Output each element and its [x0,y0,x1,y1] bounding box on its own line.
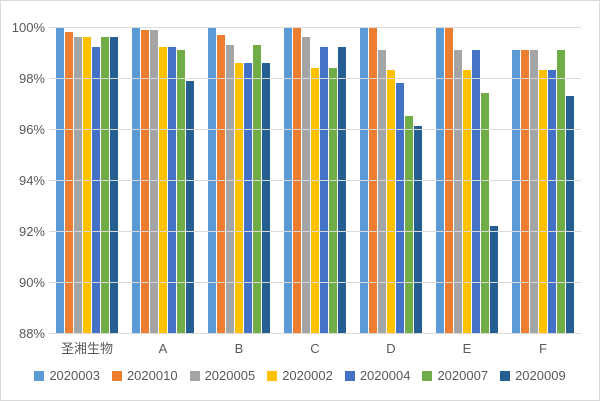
bar-2020007-B [253,44,261,333]
bar-2020007-F [557,49,565,333]
legend-label: 2020002 [282,368,333,383]
legend-item-2020005: 2020005 [189,368,256,383]
legend-marker-icon [111,371,122,381]
bar-group-F [505,27,581,333]
bar-2020002-圣湘生物 [83,37,91,333]
legend-label: 2020004 [359,368,411,383]
gridline [49,27,581,28]
bar-2020010-A [141,29,149,333]
bar-2020009-圣湘生物 [110,37,118,333]
legend-marker-icon [500,371,511,381]
bar-2020003-F [512,49,520,333]
legend-label: 2020010 [126,368,178,383]
y-tick-label: 92% [18,224,45,239]
legend-item-2020003: 2020003 [34,369,100,383]
y-tick-label: 90% [18,275,45,290]
legend-label: 2020007 [437,368,489,383]
legend-item-2020004: 2020004 [344,368,411,383]
x-tick-label-F: F [539,341,547,356]
gridline [49,282,581,283]
bar-2020010-圣湘生物 [65,32,73,333]
bar-2020009-B [262,62,270,333]
bar-2020010-F [521,49,529,333]
x-tick-label-E: E [462,341,472,356]
bar-2020009-A [186,80,194,333]
bar-2020004-A [168,47,176,333]
x-tick-label-圣湘生物: 圣湘生物 [60,341,113,356]
bar-2020002-D [387,70,395,333]
legend: 2020003 2020010 2020005 2020002 2020004 20200… [1,369,599,383]
y-tick-label: 96% [18,122,45,137]
y-tick-label: 98% [18,71,45,86]
x-tick-label-C: C [310,341,320,356]
bar-2020002-A [159,47,167,333]
bar-2020004-E [472,49,480,333]
legend-item-2020009: 2020009 [500,369,566,383]
bar-2020004-圣湘生物 [92,47,100,333]
legend-marker-icon [34,371,45,381]
bar-2020009-E [490,225,498,333]
bar-2020009-C [338,47,346,333]
gridline [49,78,581,79]
bar-2020005-F [530,49,538,333]
bar-2020005-C [302,37,310,333]
bar-2020004-F [548,70,556,333]
bar-2020007-E [481,93,489,333]
bar-2020005-A [150,29,158,333]
legend-marker-icon [344,371,355,381]
bar-2020005-D [378,49,386,333]
bar-2020009-F [566,95,574,333]
legend-marker-icon [189,371,200,381]
x-tick-label-D: D [386,341,396,356]
y-axis: 100% 98% 96% 94% 92% 90% 88% [1,1,45,400]
bar-2020004-C [320,47,328,333]
bar-2020005-圣湘生物 [74,37,82,333]
legend-marker-icon [267,371,278,381]
x-tick-label-A: A [158,341,168,356]
bar-2020004-D [396,83,404,333]
bar-groups [49,27,581,333]
bar-2020007-D [405,116,413,333]
bar-2020004-B [244,62,252,333]
y-tick-label: 94% [18,173,45,188]
bar-2020007-圣湘生物 [101,37,109,333]
gridline [49,231,581,232]
y-tick-label: 100% [11,20,45,35]
gridline [49,180,581,181]
legend-label: 2020003 [49,368,100,383]
legend-label: 2020005 [204,368,256,383]
bar-2020010-B [217,34,225,333]
bar-2020005-E [454,49,462,333]
gridline [49,129,581,130]
bar-2020007-A [177,49,185,333]
plot-area [49,27,581,334]
bar-2020009-D [414,126,422,333]
legend-item-2020002: 2020002 [267,369,333,383]
bar-2020007-C [329,67,337,333]
bar-2020002-C [311,67,319,333]
bar-2020002-B [235,62,243,333]
legend-item-2020010: 2020010 [111,368,178,383]
legend-marker-icon [422,371,433,381]
x-tick-label-B: B [234,341,244,356]
legend-item-2020007: 2020007 [422,369,488,383]
y-tick-label: 88% [18,326,45,341]
legend-label: 2020009 [515,368,566,383]
bar-2020002-E [463,70,471,333]
bar-2020005-B [226,44,234,333]
x-axis: 圣湘生物 A B C D E F [49,341,581,357]
gridline [49,333,581,334]
bar-2020002-F [539,70,547,333]
